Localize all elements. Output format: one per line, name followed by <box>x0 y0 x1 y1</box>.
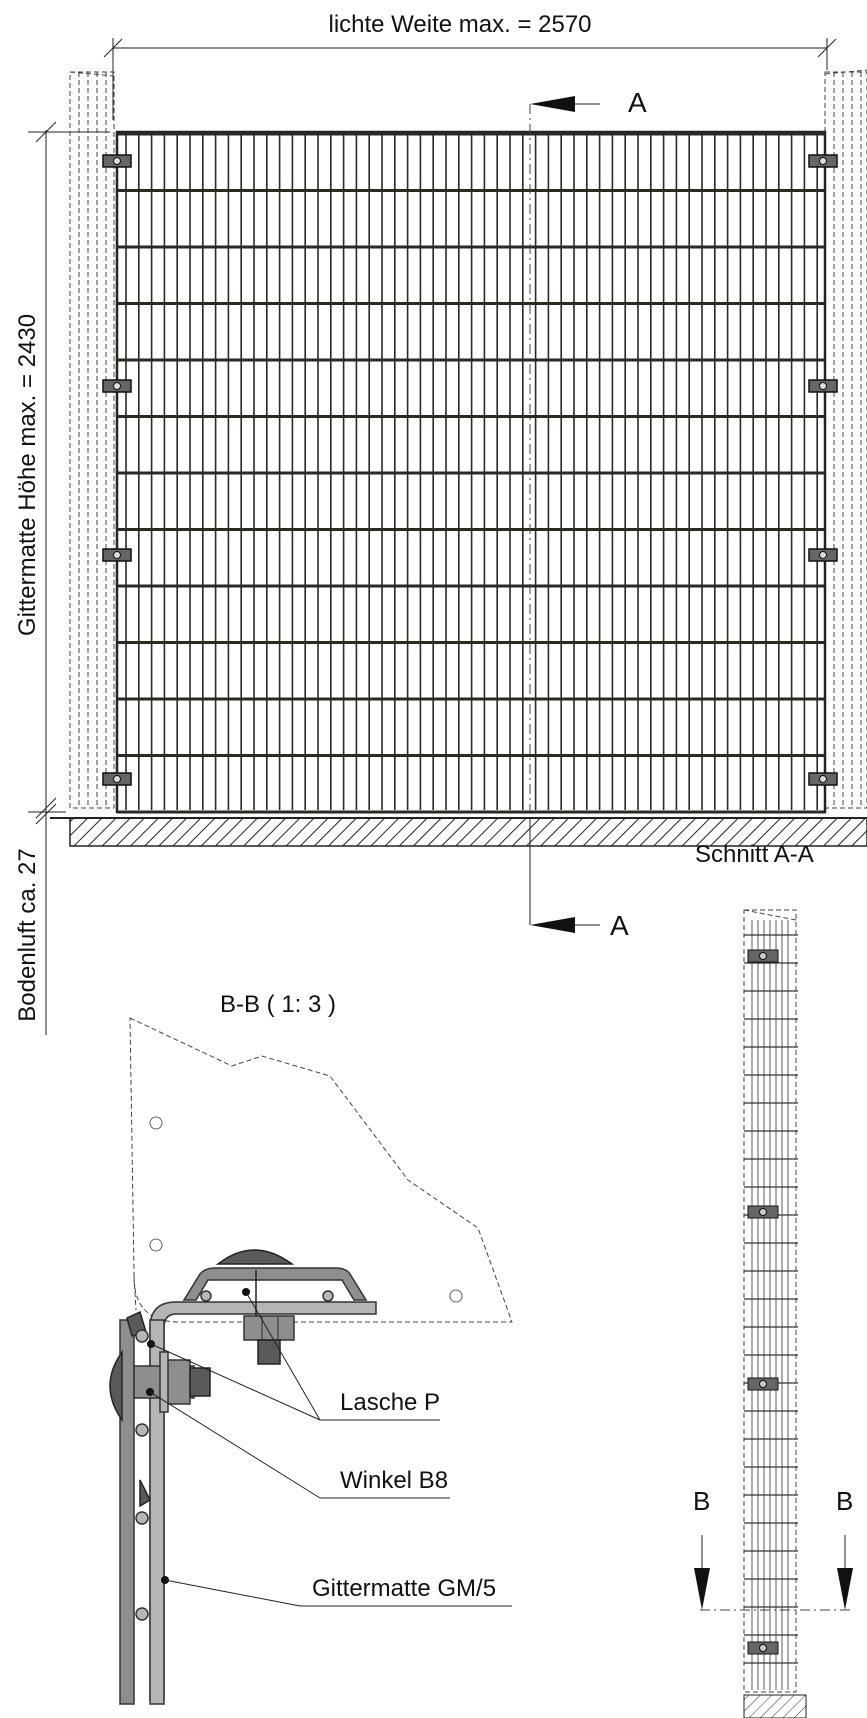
clamp-bolt-right <box>819 775 827 783</box>
width-label: lichte Weite max. = 2570 <box>328 11 591 38</box>
marker-a-bottom: A <box>610 910 629 941</box>
detail-bb-view: B-B ( 1: 3 ) <box>109 991 513 1705</box>
clamp-bolt-left <box>113 382 121 390</box>
section-bolts <box>747 949 779 1655</box>
right-post <box>824 69 867 809</box>
marker-b-left: B <box>693 1486 710 1516</box>
arrow-b-right <box>837 1568 853 1610</box>
callout-leaders <box>146 1288 512 1607</box>
section-bolt-head <box>759 1644 767 1652</box>
clamp-bolt-right <box>819 551 827 559</box>
height-dimension: Gittermatte Höhe max. = 2430 Bodenluft c… <box>14 121 110 1035</box>
section-aa-view: Schnitt A-A <box>695 841 814 1718</box>
callout-lasche: Lasche P <box>340 1389 440 1416</box>
clamp-bolt-left <box>113 551 121 559</box>
section-line-bb: B B <box>693 1486 853 1611</box>
marker-b-right: B <box>836 1486 853 1516</box>
section-bolt-head <box>759 1380 767 1388</box>
section-line-aa: A A <box>529 87 647 941</box>
marker-a-top: A <box>628 87 647 118</box>
clamp-bolt-right <box>819 382 827 390</box>
section-wire-ticks <box>744 934 798 1664</box>
mesh-horizontal-wires <box>117 132 825 814</box>
ground <box>50 817 867 847</box>
section-bolt-head <box>759 1208 767 1216</box>
arrow-a-top <box>530 96 575 112</box>
callout-winkel: Winkel B8 <box>340 1467 448 1494</box>
width-dimension: lichte Weite max. = 2570 <box>103 11 837 120</box>
mesh-panel <box>115 130 827 814</box>
clamp-bolt-left <box>113 775 121 783</box>
post-clamps <box>102 154 838 786</box>
height-label: Gittermatte Höhe max. = 2430 <box>14 314 41 636</box>
detail-bb-title: B-B ( 1: 3 ) <box>220 991 336 1018</box>
clamp-bolt-left <box>113 157 121 165</box>
section-aa-title: Schnitt A-A <box>695 841 814 868</box>
arrow-a-bottom <box>530 917 575 933</box>
arrow-b-left <box>694 1568 710 1610</box>
section-bolt-head <box>759 952 767 960</box>
callout-gittermatte: Gittermatte GM/5 <box>312 1575 496 1602</box>
ground-clearance-label: Bodenluft ca. 27 <box>14 848 41 1021</box>
clamp-bolt-right <box>819 157 827 165</box>
left-post <box>69 71 115 809</box>
